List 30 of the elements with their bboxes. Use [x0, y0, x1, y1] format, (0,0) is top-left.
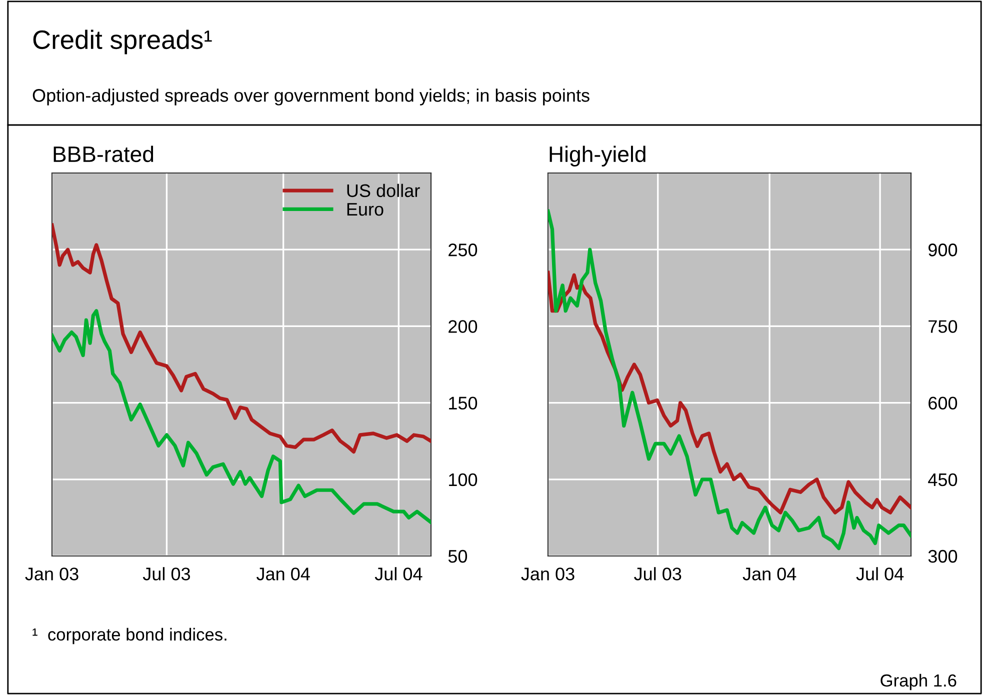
chart-title: High-yield — [550, 146, 646, 166]
chart-title: BBB-rated — [54, 146, 154, 162]
y-tick-label: 450 — [928, 473, 958, 486]
caption: Graph 1.6 — [880, 674, 956, 690]
y-tick-label: 300 — [928, 550, 958, 563]
y-tick-label: 250 — [448, 244, 478, 256]
y-tick-label: 750 — [928, 320, 958, 333]
x-tick-label: Jul 03 — [634, 567, 682, 580]
x-tick-label: Jan 04 — [256, 568, 310, 580]
y-tick-label: 600 — [928, 396, 958, 410]
line-series — [548, 209, 911, 550]
y-tick-label: 900 — [928, 244, 958, 256]
x-tick-label: Jul 03 — [142, 567, 190, 580]
text: Credit spreads¹ — [33, 30, 212, 54]
x-tick-label: Jul 04 — [856, 567, 904, 580]
text: ¹ corporate bond indices. — [32, 628, 226, 644]
x-tick-label: Jul 04 — [374, 567, 422, 580]
text: Option-adjusted spreads over government bond yields; in basis points — [32, 88, 590, 106]
legend-label: US dollar — [347, 184, 420, 198]
y-tick-label: 150 — [449, 396, 478, 410]
line-series — [52, 309, 431, 524]
x-tick-label: Jan 03 — [25, 568, 78, 580]
line-series — [52, 223, 431, 454]
x-tick-label: Jan 04 — [742, 568, 796, 580]
y-tick-label: 100 — [449, 473, 478, 486]
y-tick-label: 200 — [448, 320, 478, 333]
line-series — [548, 270, 911, 514]
x-tick-label: Jan 03 — [521, 568, 574, 580]
legend-label: Euro — [347, 203, 384, 216]
y-tick-label: 50 — [448, 550, 468, 563]
